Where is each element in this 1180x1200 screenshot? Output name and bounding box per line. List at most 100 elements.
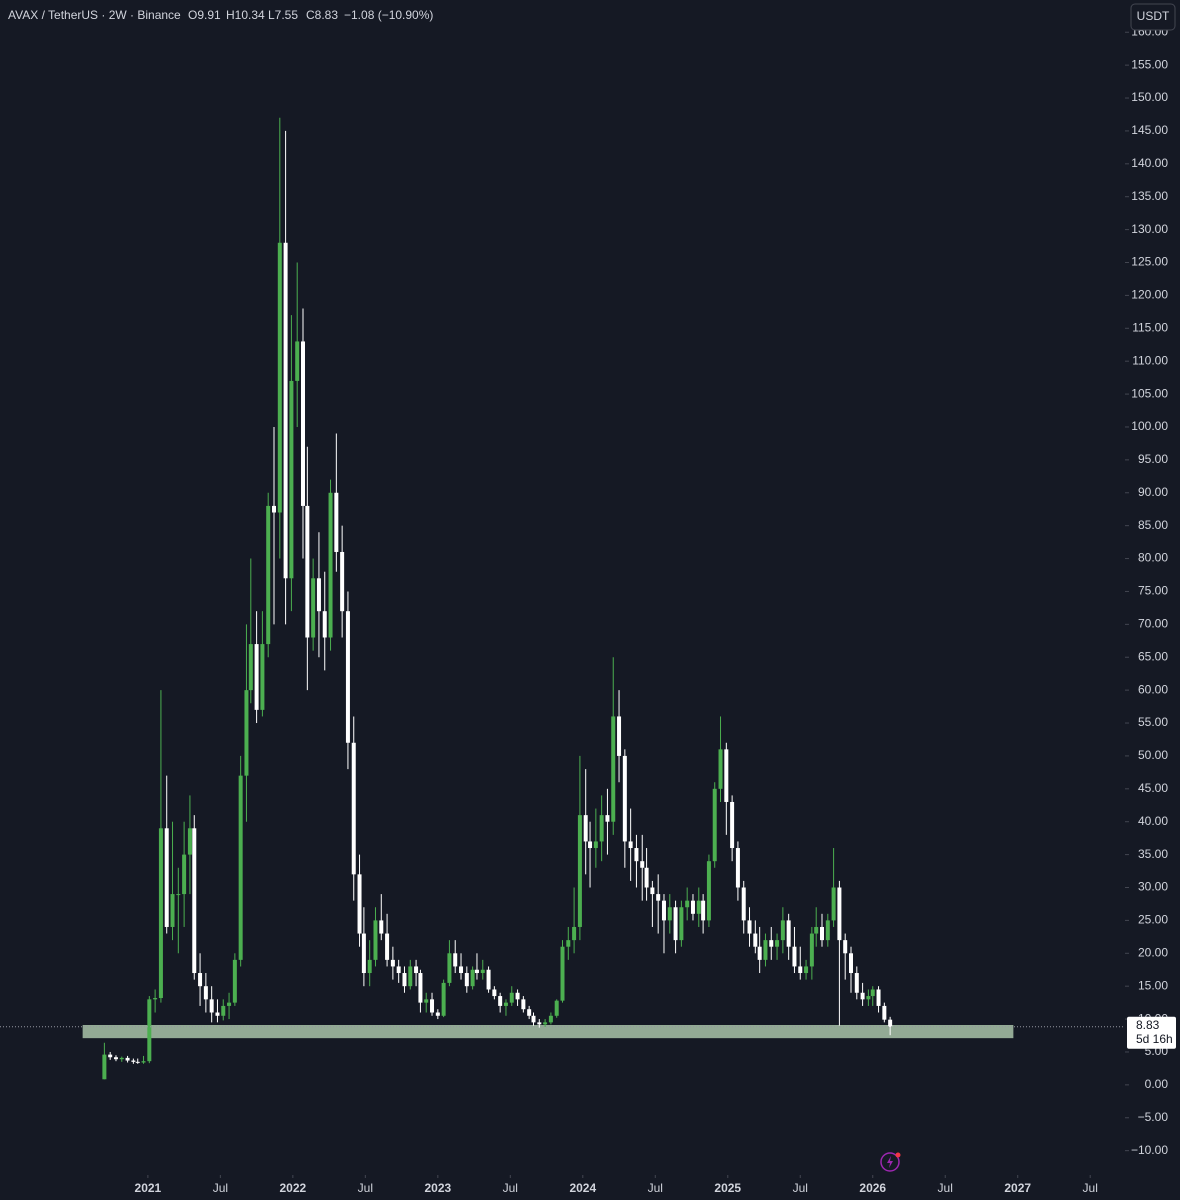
y-tick-label: −5.00 (1138, 1110, 1169, 1124)
y-tick-label: 100.00 (1131, 419, 1168, 433)
candle-body (227, 1002, 232, 1006)
candle-body (730, 801, 735, 849)
x-tick-label: Jul (1083, 1181, 1098, 1195)
candle-body (588, 841, 593, 849)
candle-body (685, 900, 690, 908)
x-tick-label: Jul (648, 1181, 663, 1195)
currency-label[interactable]: USDT (1137, 9, 1170, 23)
candle-body (322, 611, 327, 638)
candle-body (402, 973, 407, 987)
candle-body (131, 1060, 136, 1062)
candle-body (153, 998, 158, 1000)
candle-body (289, 380, 294, 579)
candle-body (203, 986, 208, 1000)
y-tick-label: 25.00 (1138, 913, 1168, 927)
y-tick-label: 40.00 (1138, 814, 1168, 828)
y-tick-label: 30.00 (1138, 880, 1168, 894)
candle-body (345, 611, 350, 743)
candle-body (418, 973, 423, 1003)
candle-body (357, 874, 362, 934)
ohlc-low: L7.55 (268, 8, 298, 22)
candle-body (644, 867, 649, 888)
candle-body (515, 992, 520, 1000)
candle-body (888, 1019, 893, 1027)
x-tick-label: Jul (503, 1181, 518, 1195)
candle-body (435, 1012, 440, 1016)
y-tick-label: 115.00 (1132, 320, 1168, 334)
candle-body (414, 966, 419, 974)
candle-body (640, 861, 645, 868)
candle-body (135, 1061, 140, 1063)
candle-body (679, 907, 684, 941)
y-tick-label: 50.00 (1138, 748, 1168, 762)
y-tick-label: 20.00 (1138, 945, 1168, 959)
candle-body (854, 973, 859, 993)
candle-body (566, 940, 571, 947)
candle-body (340, 551, 345, 612)
candle-body (125, 1057, 130, 1061)
candle-body (718, 749, 723, 789)
currency-button[interactable]: USDT (1130, 3, 1176, 31)
candle-body (876, 989, 881, 1006)
candle-body (295, 341, 300, 381)
x-tick-label: 2023 (424, 1181, 451, 1195)
candle-body (102, 1054, 107, 1080)
candle-body (509, 992, 514, 1003)
candle-body (266, 505, 271, 645)
candle-body (176, 894, 181, 896)
y-tick-label: 95.00 (1138, 452, 1168, 466)
candle-body (531, 1015, 536, 1023)
candle-body (260, 644, 265, 710)
candle-body (385, 933, 390, 960)
candle-body (447, 953, 452, 983)
candle-body (837, 887, 842, 941)
candle-body (113, 1057, 118, 1060)
candle-body (441, 982, 446, 1016)
candle-body (367, 959, 372, 974)
candle-body (792, 946, 797, 967)
countdown-label: 5d 16h (1136, 1032, 1173, 1046)
y-tick-label: 135.00 (1131, 189, 1168, 203)
candle-body (673, 907, 678, 941)
x-tick-label: 2024 (569, 1181, 596, 1195)
candle-body (527, 1009, 532, 1016)
x-tick-label: Jul (938, 1181, 953, 1195)
candle-body (119, 1057, 124, 1060)
candle-body (424, 999, 429, 1003)
x-tick-label: 2025 (714, 1181, 741, 1195)
x-tick-label: 2027 (1004, 1181, 1031, 1195)
candle-body (583, 815, 588, 842)
x-tick-label: 2021 (135, 1181, 162, 1195)
candle-body (334, 492, 339, 552)
candle-body (192, 828, 197, 974)
candle-body (860, 992, 865, 1000)
y-tick-label: 75.00 (1138, 584, 1168, 598)
candle-body (622, 755, 627, 842)
last-price-label: 8.83 (1136, 1018, 1160, 1032)
last-price-box (1127, 1016, 1176, 1049)
candle-body (474, 969, 479, 974)
alert-icon-ring[interactable] (880, 1152, 900, 1172)
candle-body (724, 749, 729, 802)
currency-button-box[interactable] (1130, 3, 1176, 31)
candle-body (656, 894, 661, 901)
candle-body (209, 999, 214, 1013)
candle-body (232, 959, 237, 1003)
x-tick-label: Jul (793, 1181, 808, 1195)
candle-body (164, 828, 169, 927)
candle-body (361, 933, 366, 974)
candle-body (283, 242, 288, 579)
alert-icon[interactable] (880, 1152, 901, 1172)
y-tick-label: 35.00 (1138, 847, 1168, 861)
alert-icon-dot[interactable] (895, 1152, 901, 1158)
candle-body (843, 940, 848, 954)
candle-body (244, 690, 249, 776)
candle-body (521, 999, 526, 1010)
candle-body (277, 242, 282, 513)
alert-icon-bolt[interactable] (887, 1156, 893, 1168)
y-tick-label: 65.00 (1138, 649, 1168, 663)
candle-body (221, 1005, 226, 1016)
candle-body (430, 999, 435, 1013)
